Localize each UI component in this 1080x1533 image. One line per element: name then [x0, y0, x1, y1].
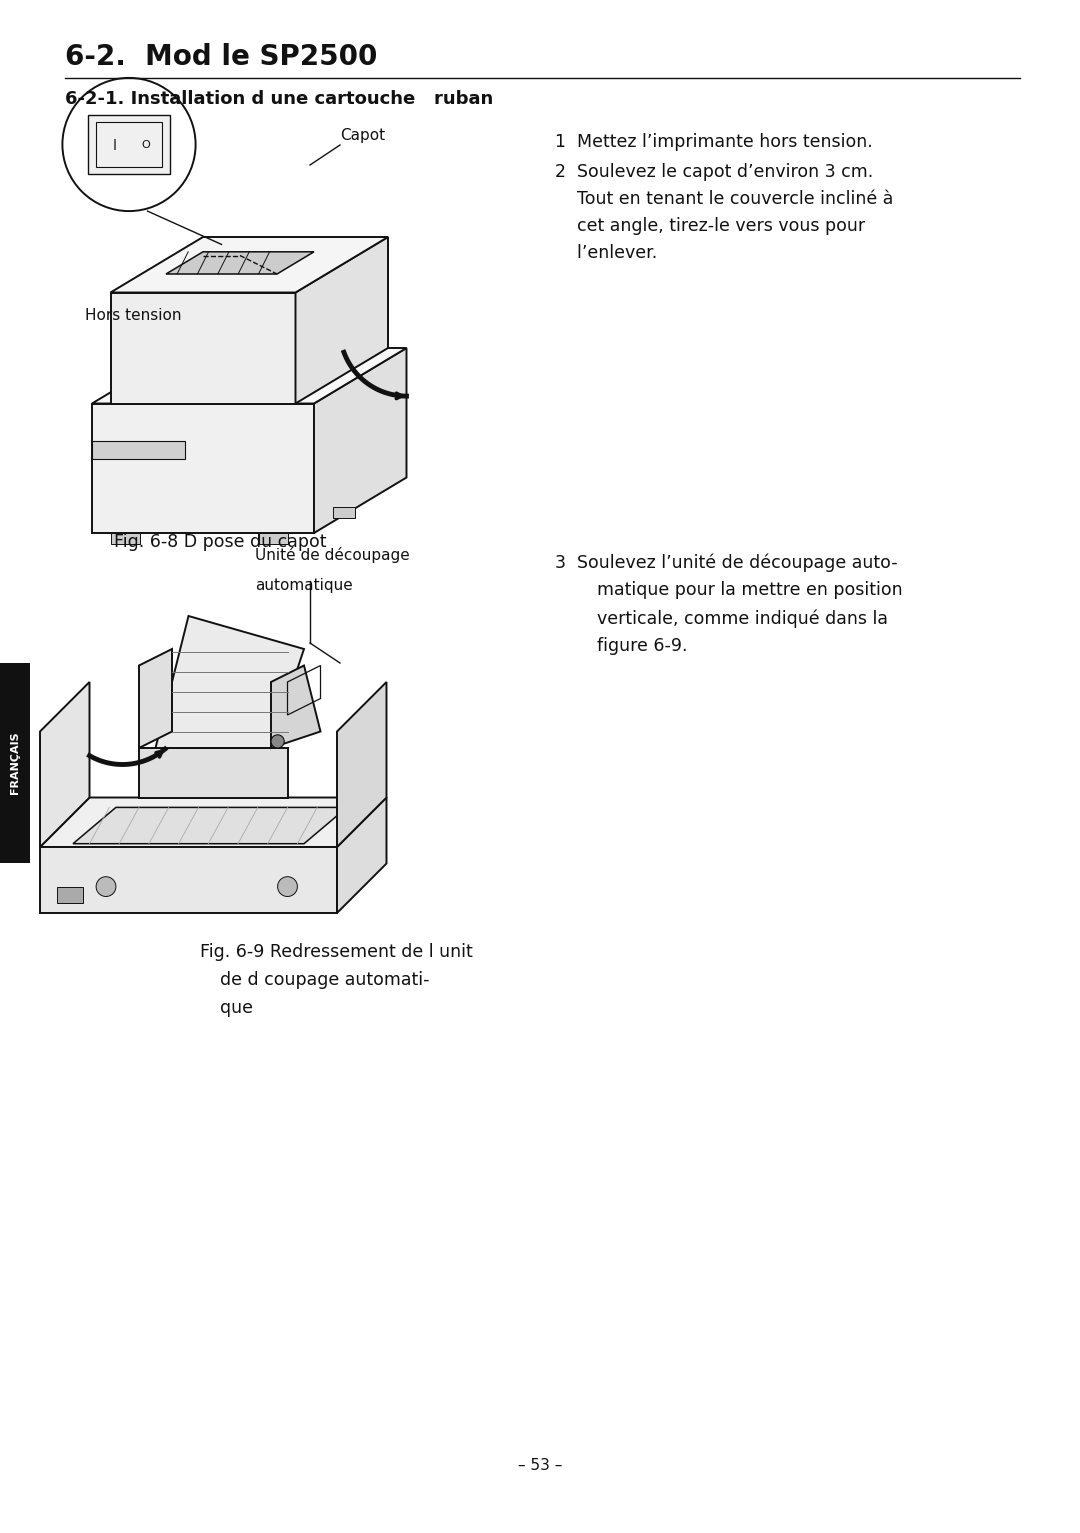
Text: l’enlever.: l’enlever.	[555, 244, 658, 262]
Polygon shape	[110, 293, 296, 403]
Polygon shape	[271, 665, 321, 748]
Bar	[0, 662, 30, 863]
Text: – 53 –: – 53 –	[517, 1458, 563, 1473]
Circle shape	[271, 734, 284, 748]
Text: Fig. 6-9 Redressement de l unit: Fig. 6-9 Redressement de l unit	[200, 943, 473, 961]
Text: figure 6-9.: figure 6-9.	[575, 638, 688, 655]
Text: Capot: Capot	[340, 127, 386, 143]
Polygon shape	[110, 533, 140, 544]
FancyBboxPatch shape	[89, 115, 170, 175]
Polygon shape	[166, 251, 314, 274]
Polygon shape	[92, 440, 185, 458]
Text: FRANÇAIS: FRANÇAIS	[10, 731, 21, 794]
Text: Tout en tenant le couvercle incliné à: Tout en tenant le couvercle incliné à	[555, 190, 893, 208]
Text: matique pour la mettre en position: matique pour la mettre en position	[575, 581, 903, 599]
Text: 3  Soulevez l’unité de découpage auto-: 3 Soulevez l’unité de découpage auto-	[555, 553, 897, 572]
Polygon shape	[258, 533, 288, 544]
Text: 1  Mettez l’imprimante hors tension.: 1 Mettez l’imprimante hors tension.	[555, 133, 873, 150]
Text: O: O	[141, 140, 150, 150]
Text: que: que	[220, 1000, 253, 1016]
Polygon shape	[92, 348, 406, 403]
Text: Hors tension: Hors tension	[85, 308, 181, 323]
Text: de d coupage automati-: de d coupage automati-	[220, 970, 430, 989]
Polygon shape	[40, 848, 337, 914]
Polygon shape	[40, 682, 90, 848]
Text: 2  Soulevez le capot d’environ 3 cm.: 2 Soulevez le capot d’environ 3 cm.	[555, 162, 874, 181]
Polygon shape	[156, 616, 303, 748]
Polygon shape	[337, 797, 387, 914]
Bar	[56, 886, 83, 903]
Polygon shape	[40, 797, 387, 848]
Text: cet angle, tirez-le vers vous pour: cet angle, tirez-le vers vous pour	[555, 218, 865, 235]
Polygon shape	[314, 348, 406, 533]
Polygon shape	[110, 238, 388, 293]
Text: 6-2.  Mod le SP2500: 6-2. Mod le SP2500	[65, 43, 377, 71]
Circle shape	[96, 877, 116, 897]
Polygon shape	[92, 403, 314, 533]
Text: |: |	[112, 140, 117, 150]
Circle shape	[278, 877, 297, 897]
Polygon shape	[139, 748, 287, 797]
Text: automatique: automatique	[255, 578, 353, 593]
Text: 6-2-1. Installation d une cartouche   ruban: 6-2-1. Installation d une cartouche ruba…	[65, 90, 494, 107]
Polygon shape	[296, 238, 388, 403]
Text: verticale, comme indiqué dans la: verticale, comme indiqué dans la	[575, 609, 888, 627]
Polygon shape	[139, 648, 172, 748]
Text: Unité de découpage: Unité de découpage	[255, 547, 409, 563]
Polygon shape	[73, 808, 347, 843]
Polygon shape	[333, 507, 354, 518]
Polygon shape	[337, 682, 387, 848]
Text: Fig. 6-8 D pose du capot: Fig. 6-8 D pose du capot	[113, 533, 326, 550]
Circle shape	[63, 78, 195, 212]
